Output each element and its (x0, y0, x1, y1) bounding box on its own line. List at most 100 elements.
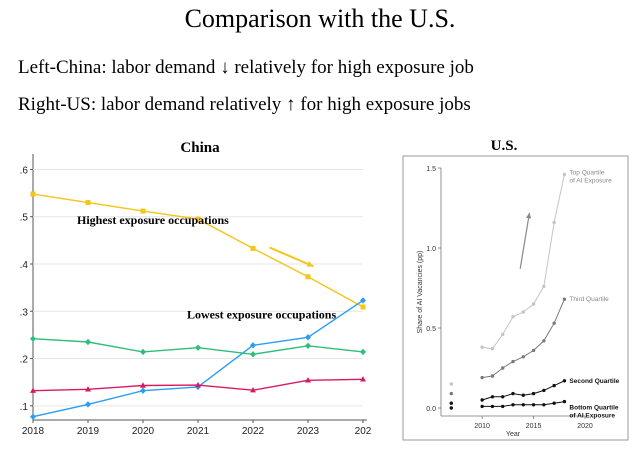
y-axis-label: Share of AI Vacancies (pp) (417, 251, 424, 334)
data-point (531, 348, 536, 353)
y-tick-label: 0.5 (426, 326, 436, 333)
data-point (501, 366, 505, 370)
y-tick-label: 1.0 (426, 246, 436, 253)
data-point (449, 382, 453, 386)
x-tick-label: 2020 (577, 423, 593, 430)
us-summary-text: Right-US: labor demand relatively ↑ for … (18, 94, 471, 115)
x-tick-label: 2018 (22, 426, 45, 437)
annotation-label: Highest exposure occupations (77, 213, 229, 227)
data-point (305, 334, 311, 341)
data-point (30, 191, 36, 197)
series-label: Second Quartile (569, 378, 619, 385)
data-point (501, 332, 505, 337)
data-point (511, 403, 515, 407)
data-point (449, 391, 453, 396)
data-point (250, 351, 256, 358)
data-point (480, 404, 484, 409)
data-point (490, 404, 495, 409)
trend-arrow (269, 246, 314, 268)
data-point (480, 345, 484, 349)
data-point (490, 347, 495, 351)
data-point (552, 383, 556, 388)
series-label: Top Quartile (569, 169, 604, 176)
data-point (562, 297, 567, 301)
x-tick-label: 2015 (526, 423, 542, 430)
data-point (480, 375, 484, 380)
y-tick-label: .1 (20, 402, 29, 413)
data-point (250, 387, 256, 393)
data-point (542, 284, 546, 289)
data-point (501, 395, 505, 399)
series-label: of AI Exposure (569, 413, 615, 420)
data-point (562, 399, 567, 404)
data-point (511, 391, 515, 396)
data-point (30, 413, 36, 420)
chart-title-china: China (180, 140, 220, 156)
data-point (521, 393, 525, 397)
slide-title: Comparison with the U.S. (184, 4, 456, 33)
data-point (85, 401, 91, 408)
data-point (305, 274, 311, 280)
data-point (501, 404, 505, 409)
data-point (195, 344, 201, 351)
data-point (480, 398, 484, 402)
y-tick-label: .6 (20, 165, 29, 176)
data-point (552, 401, 556, 405)
data-point (552, 321, 556, 325)
data-point (140, 208, 146, 214)
data-point (562, 379, 567, 383)
trend-arrow-head (306, 261, 314, 267)
data-point (490, 395, 495, 399)
data-point (85, 338, 91, 346)
data-point (360, 348, 366, 356)
us-panel-frame (402, 155, 629, 441)
data-point (140, 387, 146, 394)
data-point (360, 376, 366, 382)
x-tick-label: 2019 (77, 426, 100, 437)
data-point (531, 302, 536, 306)
data-point (195, 216, 201, 222)
x-tick-label: 2020 (132, 426, 155, 437)
data-point (85, 386, 91, 392)
data-point (511, 359, 515, 364)
data-point (140, 382, 146, 388)
data-point (305, 342, 311, 349)
trend-arrow (519, 212, 531, 269)
data-point (542, 403, 546, 407)
y-tick-label: 1.5 (426, 166, 436, 173)
y-tick-label: .4 (20, 260, 29, 271)
data-point (552, 220, 556, 225)
x-tick-label: 2010 (474, 423, 490, 430)
data-point (531, 391, 536, 396)
chart-title-us: U.S. (491, 138, 518, 154)
china-summary-text: Left-China: labor demand ↓ relatively fo… (18, 57, 474, 78)
data-point (490, 374, 495, 378)
data-point (30, 335, 36, 342)
data-point (250, 245, 256, 251)
data-point (449, 401, 453, 405)
y-tick-label: .3 (20, 307, 29, 318)
trend-arrow-head (526, 212, 532, 219)
data-point (305, 377, 311, 383)
data-point (521, 403, 525, 407)
data-point (511, 315, 515, 319)
y-tick-label: 0.0 (426, 406, 436, 413)
data-point (521, 310, 525, 314)
data-point (449, 406, 453, 410)
y-tick-label: .2 (20, 355, 29, 366)
x-axis-label: Year (506, 431, 521, 438)
data-point (521, 355, 525, 359)
annotation-label: Lowest exposure occupations (187, 307, 336, 321)
data-point (30, 387, 36, 393)
data-point (85, 200, 91, 206)
x-tick-label: 2021 (187, 426, 210, 437)
data-point (562, 172, 567, 177)
series-label: Bottom Quartile (569, 405, 618, 412)
x-tick-label: 202 (355, 426, 372, 437)
data-point (542, 339, 546, 343)
x-tick-label: 2022 (242, 426, 265, 437)
data-point (360, 297, 366, 304)
data-point (195, 381, 201, 388)
y-tick-label: .5 (20, 213, 29, 224)
